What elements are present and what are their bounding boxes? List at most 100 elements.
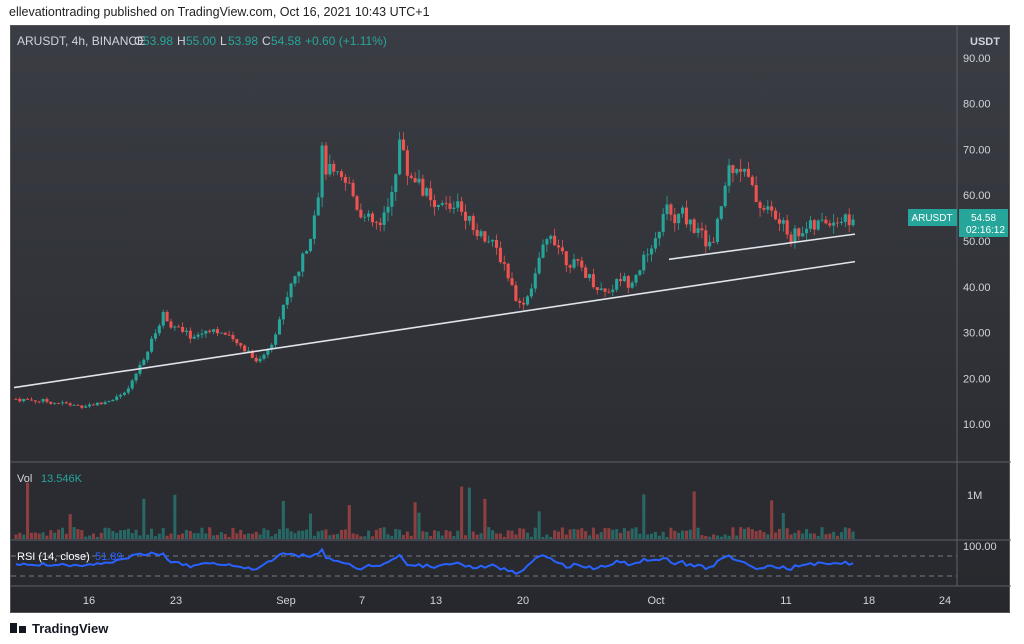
candle-body (580, 260, 584, 268)
volume-bar (250, 533, 254, 539)
price-tick-label: 60.00 (963, 190, 991, 202)
candle-body (762, 208, 766, 210)
candle-body (460, 201, 464, 212)
volume-bar (498, 533, 502, 539)
volume-bar (266, 530, 270, 539)
volume-bar (68, 514, 72, 539)
candle-body (541, 244, 545, 258)
candle-body (405, 150, 409, 176)
footer-brand: TradingView (32, 620, 109, 636)
volume-bar (553, 530, 557, 539)
candle-body (828, 223, 832, 226)
volume-bar (599, 532, 603, 539)
rsi-line (15, 547, 854, 575)
trendline (13, 260, 856, 389)
candle-body (824, 219, 828, 224)
candle-body (448, 203, 452, 209)
candle-body (661, 214, 665, 232)
volume-bar (192, 533, 196, 539)
candle-body (743, 168, 747, 172)
candle-body (14, 399, 18, 400)
candle-body (797, 228, 801, 237)
volume-bar (471, 531, 475, 539)
candle-body (270, 344, 274, 350)
volume-bar (568, 529, 572, 539)
volume-bar (708, 536, 712, 539)
candle-body (64, 402, 68, 404)
volume-bar (181, 533, 185, 539)
candle-body (370, 213, 375, 223)
volume-bar (351, 533, 355, 539)
candle-body (537, 257, 541, 274)
volume-bar (188, 530, 192, 539)
candle-body (231, 335, 235, 340)
date-tick-label: 20 (517, 595, 529, 607)
candle-body (603, 288, 607, 292)
candle-body (832, 222, 836, 226)
candle-body (584, 267, 588, 278)
legend-change: +0.60 (+1.11%) (305, 34, 387, 48)
candle-body (339, 171, 344, 177)
candle-body (18, 399, 22, 402)
candle-body (188, 330, 192, 339)
volume-bar (312, 535, 316, 539)
candle-body (409, 175, 413, 178)
candle-body (324, 145, 328, 175)
price-tick-label: 90.00 (963, 53, 991, 65)
candle-body (277, 319, 282, 335)
candle-body (494, 239, 499, 248)
candle-body (847, 214, 851, 226)
volume-bar (774, 532, 778, 539)
volume-bar (615, 529, 619, 539)
volume-bar (308, 513, 313, 539)
volume-bar (696, 527, 700, 539)
volume-bar (642, 494, 646, 539)
chart-svg[interactable]: 90.00 80.00 70.00 60.00 50.00 40.00 30.00 20.00… (11, 26, 1011, 614)
volume-bar (417, 512, 421, 539)
volume-bar (76, 529, 80, 539)
candle-body (49, 401, 53, 404)
volume-bar (274, 533, 278, 539)
volume-bar (72, 527, 76, 539)
candle-body (591, 274, 595, 288)
volume-bar (832, 531, 836, 539)
candle-body (99, 402, 103, 405)
candle-body (665, 204, 669, 215)
date-tick-label: 18 (863, 595, 875, 607)
price-tick-label: 80.00 (963, 99, 991, 111)
volume-bar (750, 529, 754, 539)
candle-body (622, 276, 626, 282)
volume-bar (611, 529, 615, 539)
volume-bar (378, 527, 382, 539)
candle-body (692, 219, 696, 233)
chart-panel[interactable]: 90.00 80.00 70.00 60.00 50.00 40.00 30.00 20.00… (10, 25, 1011, 614)
volume-bar (816, 535, 820, 539)
volume-bar (677, 532, 681, 539)
candle-body (677, 213, 681, 224)
candle-body (173, 326, 177, 328)
volume-bar (409, 535, 413, 539)
volume-bar (355, 534, 359, 539)
candle-body (53, 403, 57, 405)
volume-bar (134, 529, 138, 539)
volume-bar (456, 530, 460, 539)
volume-bar (119, 530, 123, 539)
candle-body (525, 296, 530, 305)
candle-body (80, 405, 84, 408)
date-tick-label: 11 (780, 595, 791, 607)
candle-body (157, 325, 161, 334)
volume-bar (591, 527, 595, 539)
volume-bar (243, 534, 247, 539)
candle-body (587, 274, 592, 278)
volume-bar (227, 536, 231, 539)
candle-body (669, 204, 673, 215)
volume-bar (115, 532, 119, 539)
volume-bar (111, 530, 115, 539)
volume-bar (432, 530, 437, 539)
volume-bar (196, 533, 200, 539)
volume-bar (618, 532, 623, 539)
volume-bar (14, 534, 18, 539)
candle-body (774, 210, 778, 220)
volume-bar (603, 527, 607, 539)
volume-bar (692, 491, 696, 539)
